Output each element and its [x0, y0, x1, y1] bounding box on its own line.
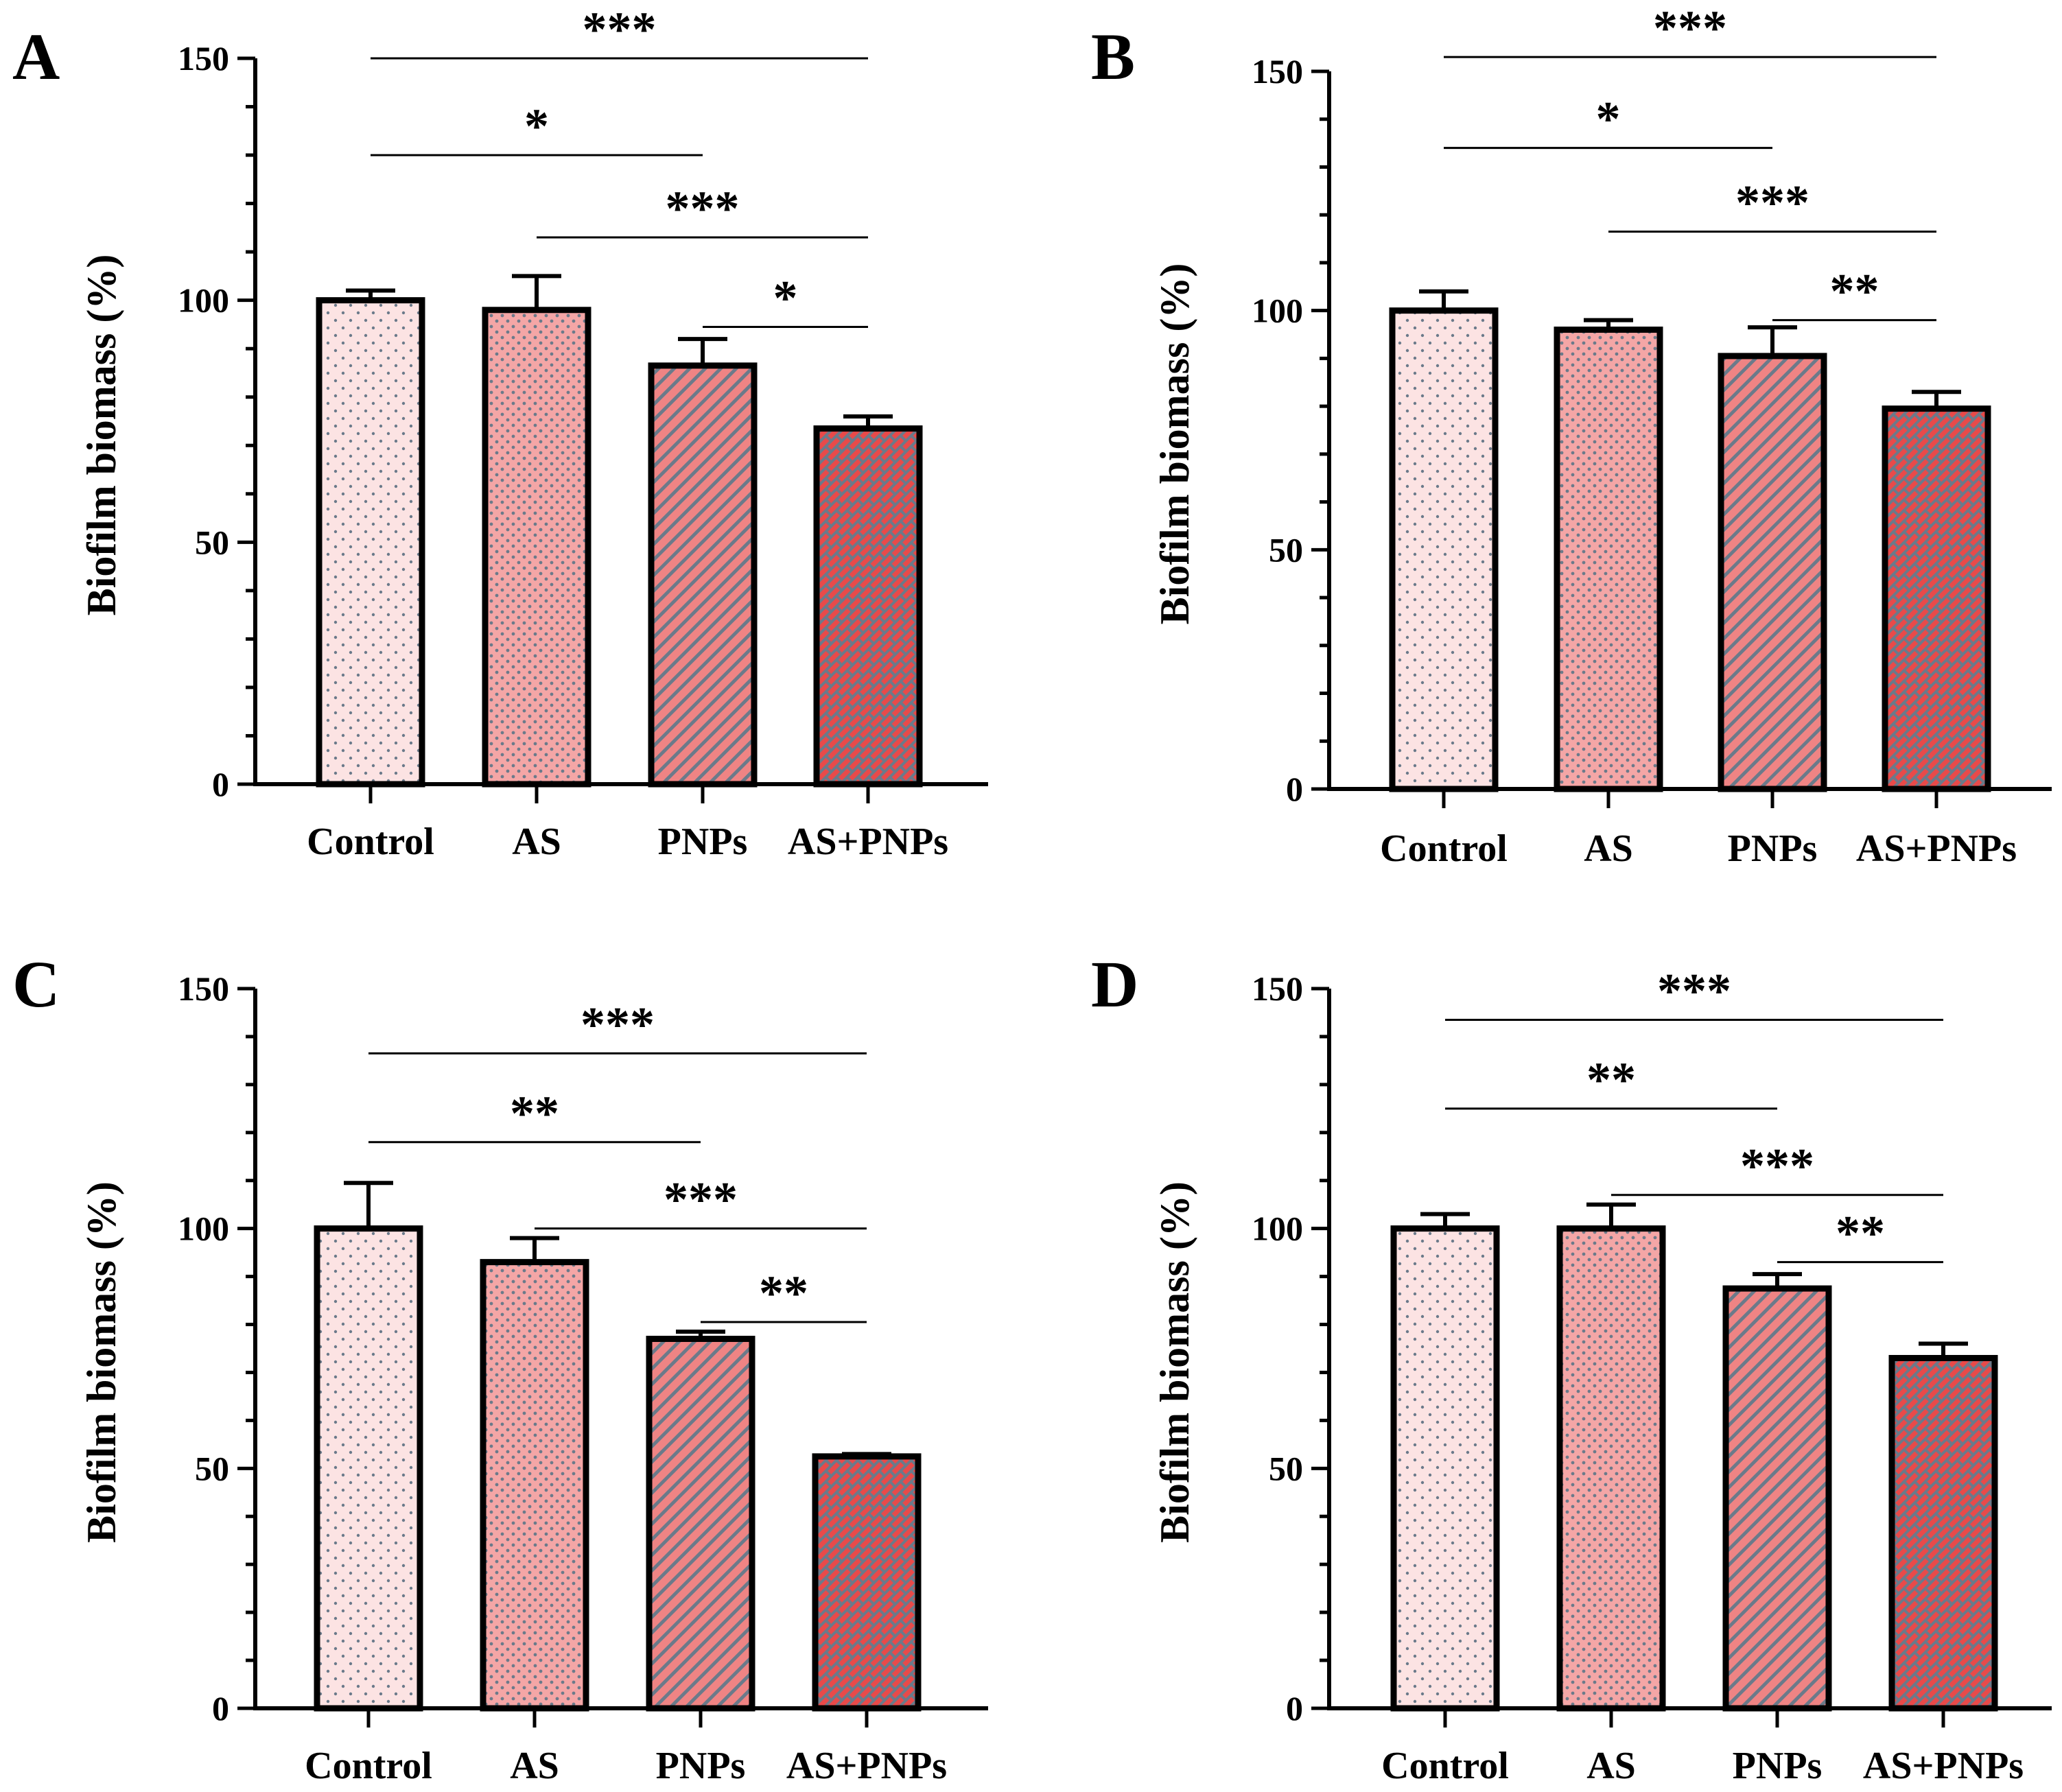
x-tick-label: PNPs: [1733, 1745, 1823, 1787]
significance-label: **: [1830, 264, 1879, 319]
bar: [1554, 327, 1663, 792]
panel-letter: D: [1091, 947, 1138, 1021]
x-tick-label: Control: [305, 1745, 432, 1787]
x-tick-label: AS+PNPs: [788, 821, 948, 863]
significance-label: *: [524, 99, 549, 154]
y-tick-label: 150: [1252, 52, 1303, 91]
x-tick-label: AS: [1586, 1745, 1636, 1787]
x-tick-label: Control: [307, 821, 434, 863]
x-tick-label: Control: [1381, 1745, 1509, 1787]
significance-label: ***: [1657, 963, 1731, 1018]
bar: [316, 297, 425, 788]
significance-label: ***: [664, 1172, 738, 1227]
bar: [1556, 1225, 1666, 1712]
y-tick-label: 50: [1269, 530, 1303, 569]
bar: [480, 1259, 589, 1712]
x-tick-label: PNPs: [656, 1745, 746, 1787]
panel-letter: B: [1091, 20, 1135, 93]
panel-c: C 0 50 100 150 Control AS PNPs AS+PNPs Biofilm bi…: [12, 947, 988, 1787]
bar: [1390, 1225, 1500, 1712]
panel-letter: A: [12, 20, 60, 93]
significance-label: **: [510, 1086, 559, 1141]
bar: [1718, 353, 1827, 792]
significance-label: *: [773, 270, 798, 325]
y-tick-label: 50: [1269, 1449, 1303, 1487]
bar: [813, 425, 923, 788]
y-tick-label: 100: [1252, 1210, 1303, 1248]
bar: [482, 307, 591, 788]
x-tick-label: PNPs: [1728, 827, 1818, 870]
y-tick-label: 50: [195, 1449, 229, 1487]
bar: [1722, 1285, 1832, 1712]
panel-letter: C: [12, 947, 60, 1021]
x-tick-label: AS+PNPs: [1863, 1745, 2024, 1787]
x-tick-label: AS: [512, 821, 561, 863]
x-tick-label: Control: [1380, 827, 1508, 870]
y-axis-title: Biofilm biomass (%): [79, 255, 124, 616]
y-tick-label: 0: [1286, 770, 1303, 808]
significance-label: ***: [1740, 1139, 1814, 1194]
bar: [646, 1336, 755, 1712]
significance-label: ***: [1653, 1, 1727, 56]
x-tick-label: PNPs: [658, 821, 748, 863]
bar: [812, 1453, 922, 1712]
y-axis-title: Biofilm biomass (%): [1152, 263, 1197, 625]
panel-d: D 0 50 100 150 Control AS PNPs AS+PNPs Biofilm bi…: [1091, 947, 2052, 1787]
y-tick-label: 150: [178, 39, 229, 78]
x-tick-label: AS: [510, 1745, 559, 1787]
significance-label: ***: [581, 997, 655, 1052]
y-tick-label: 100: [178, 1210, 229, 1248]
bar: [1882, 405, 1991, 792]
y-tick-label: 100: [178, 281, 229, 320]
panel-a: A 0 50 100 150 Control AS PNPs AS+PNPs Biofilm bi…: [12, 2, 988, 863]
significance-label: ***: [666, 181, 740, 236]
y-tick-label: 0: [1286, 1689, 1303, 1728]
significance-label: **: [759, 1266, 808, 1321]
y-axis-title: Biofilm biomass (%): [1152, 1181, 1197, 1543]
x-tick-label: AS: [1584, 827, 1633, 870]
y-tick-label: 100: [1252, 292, 1303, 330]
bar: [1389, 307, 1499, 792]
bar: [1888, 1354, 1998, 1712]
y-tick-label: 50: [195, 523, 229, 561]
panel-b: B 0 50 100 150 Control AS PNPs AS+PNPs Biofilm bi…: [1091, 1, 2052, 870]
y-tick-label: 150: [178, 969, 229, 1008]
y-tick-label: 0: [212, 1689, 229, 1728]
significance-label: **: [1836, 1206, 1885, 1261]
y-axis-title: Biofilm biomass (%): [79, 1181, 124, 1543]
x-tick-label: AS+PNPs: [786, 1745, 947, 1787]
bar: [314, 1225, 423, 1712]
significance-label: *: [1596, 92, 1621, 147]
y-tick-label: 0: [212, 765, 229, 803]
significance-label: ***: [1735, 176, 1809, 231]
x-tick-label: AS+PNPs: [1856, 827, 2017, 870]
y-tick-label: 150: [1252, 969, 1303, 1008]
bar: [648, 362, 758, 788]
significance-label: ***: [583, 2, 657, 57]
significance-label: **: [1586, 1052, 1636, 1107]
